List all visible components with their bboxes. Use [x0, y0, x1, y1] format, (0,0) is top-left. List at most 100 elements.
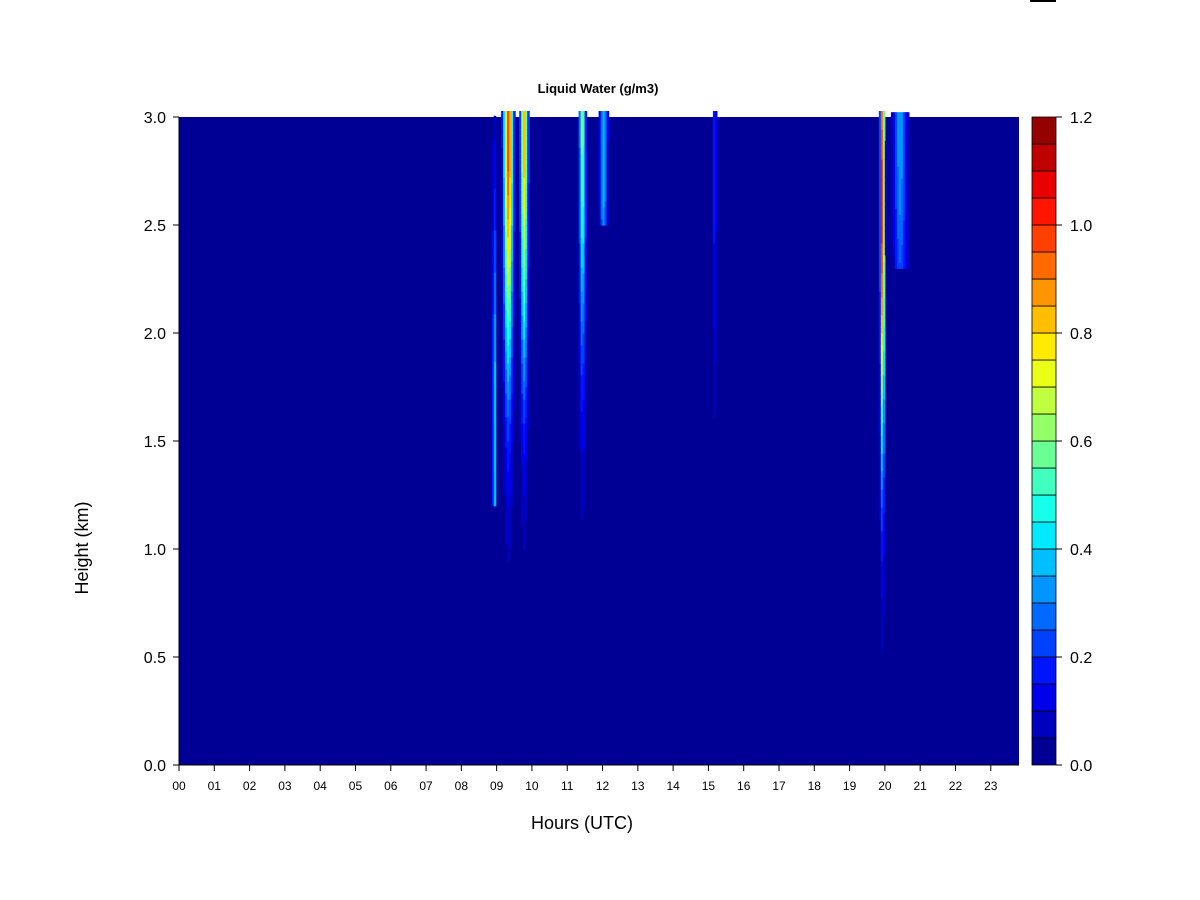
heatmap-cell — [606, 201, 610, 208]
heatmap-cell — [582, 219, 586, 226]
heatmap-cell — [503, 303, 506, 310]
heatmap-cell — [898, 130, 902, 137]
heatmap-cell — [527, 297, 530, 304]
heatmap-cell — [892, 148, 896, 155]
heatmap-cell — [896, 262, 900, 269]
heatmap-cell — [493, 343, 497, 351]
heatmap-cell — [880, 111, 884, 118]
heatmap-cell — [604, 159, 608, 166]
heatmap-cell — [878, 219, 882, 226]
heatmap-cell — [896, 142, 900, 149]
heatmap-cell — [525, 195, 528, 202]
heatmap-cell — [493, 151, 497, 159]
heatmap-cell — [521, 225, 524, 232]
heatmap-cell — [521, 273, 524, 280]
heatmap-cell — [584, 303, 588, 310]
heatmap-cell — [491, 223, 495, 231]
heatmap-cell — [519, 309, 522, 316]
heatmap-cell — [501, 177, 504, 184]
heatmap-cell — [882, 591, 886, 598]
heatmap-cell — [521, 399, 524, 406]
heatmap-cell — [525, 501, 528, 508]
heatmap-cell — [521, 213, 524, 220]
heatmap-cell — [491, 163, 495, 171]
cloud-feature — [501, 111, 516, 562]
heatmap-cell — [511, 315, 514, 322]
heatmap-cell — [527, 243, 530, 250]
heatmap-cell — [507, 129, 510, 136]
heatmap-cell — [521, 195, 524, 202]
heatmap-cell — [900, 178, 904, 185]
heatmap-cell — [602, 141, 606, 148]
heatmap-cell — [880, 453, 884, 460]
heatmap-cell — [503, 333, 506, 340]
heatmap-cell — [521, 357, 524, 364]
heatmap-cell — [580, 381, 584, 388]
heatmap-cell — [580, 351, 584, 358]
heatmap-cell — [904, 238, 908, 245]
heatmap-cell — [906, 112, 910, 119]
heatmap-cell — [507, 261, 510, 268]
heatmap-cell — [580, 129, 584, 136]
heatmap-cell — [598, 141, 602, 148]
heatmap-cell — [892, 172, 896, 179]
heatmap-cell — [523, 255, 526, 262]
heatmap-cell — [900, 130, 904, 137]
heatmap-cell — [898, 226, 902, 233]
heatmap-cell — [582, 147, 586, 154]
heatmap-cell — [902, 250, 906, 257]
heatmap-cell — [519, 417, 522, 424]
heatmap-cell — [584, 261, 588, 268]
heatmap-cell — [493, 373, 497, 381]
colorbar-level — [1031, 278, 1057, 307]
heatmap-cell — [600, 207, 604, 214]
heatmap-cell — [509, 171, 512, 178]
heatmap-cell — [902, 244, 906, 251]
heatmap-cell — [511, 183, 514, 190]
heatmap-cell — [578, 117, 582, 124]
heatmap-cell — [900, 220, 904, 227]
heatmap-cell — [712, 279, 716, 286]
heatmap-cell — [578, 165, 582, 172]
heatmap-cell — [580, 363, 584, 370]
heatmap-cell — [505, 261, 508, 268]
heatmap-cell — [878, 495, 882, 502]
heatmap-cell — [523, 165, 526, 172]
heatmap-cell — [894, 220, 898, 227]
heatmap-cell — [602, 195, 606, 202]
heatmap-cell — [582, 141, 586, 148]
heatmap-cell — [894, 184, 898, 191]
heatmap-cell — [582, 399, 586, 406]
heatmap-cell — [507, 255, 510, 262]
heatmap-cell — [582, 333, 586, 340]
heatmap-cell — [894, 202, 898, 209]
heatmap-cell — [584, 369, 588, 376]
heatmap-cell — [578, 279, 582, 286]
heatmap-cell — [503, 153, 506, 160]
colorbar: 0.00.20.40.60.81.01.2 — [1031, 110, 1092, 775]
heatmap-cell — [501, 327, 504, 334]
heatmap-cell — [580, 237, 584, 244]
heatmap-cell — [513, 399, 516, 406]
heatmap-cell — [906, 196, 910, 203]
colorbar-level — [1031, 305, 1057, 334]
heatmap-cell — [507, 213, 510, 220]
heatmap-cell — [525, 375, 528, 382]
heatmap-cell — [507, 513, 510, 520]
heatmap-cell — [511, 285, 514, 292]
heatmap-cell — [491, 325, 495, 333]
heatmap-cell — [582, 465, 586, 472]
heatmap-cell — [491, 385, 495, 393]
heatmap-cell — [511, 243, 514, 250]
heatmap-cell — [507, 219, 510, 226]
heatmap-cell — [509, 201, 512, 208]
heatmap-cell — [882, 465, 886, 472]
cloud-feature — [519, 111, 530, 550]
heatmap-cell — [491, 271, 495, 279]
heatmap-cell — [880, 465, 884, 472]
heatmap-cell — [882, 129, 886, 136]
heatmap-cell — [880, 333, 884, 340]
y-tick-label: 2.5 — [144, 218, 166, 235]
heatmap-cell — [880, 507, 884, 514]
heatmap-cell — [880, 609, 884, 616]
